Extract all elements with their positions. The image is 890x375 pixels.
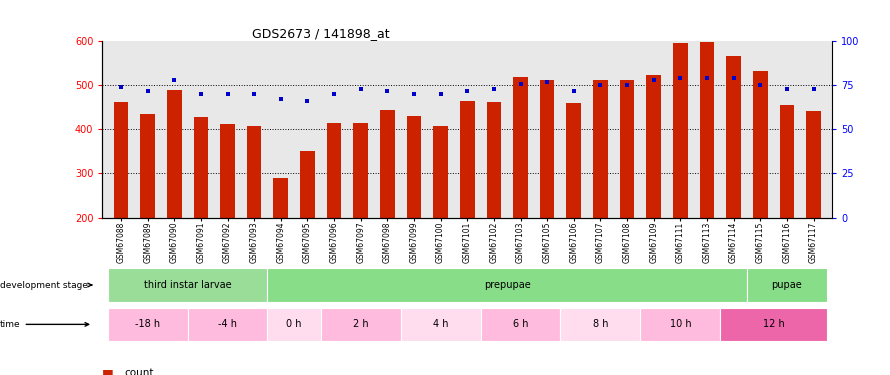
- Bar: [407, 116, 421, 218]
- Bar: [726, 56, 741, 217]
- Text: 4 h: 4 h: [433, 320, 449, 329]
- Bar: [108, 268, 268, 302]
- Bar: [487, 102, 501, 218]
- Bar: [780, 105, 794, 218]
- Bar: [619, 80, 635, 218]
- Bar: [320, 308, 400, 341]
- Bar: [641, 308, 720, 341]
- Text: 10 h: 10 h: [669, 320, 692, 329]
- Bar: [400, 308, 481, 341]
- Bar: [566, 103, 581, 218]
- Text: 8 h: 8 h: [593, 320, 608, 329]
- Bar: [593, 80, 608, 218]
- Bar: [188, 308, 268, 341]
- Bar: [167, 90, 182, 218]
- Bar: [561, 308, 641, 341]
- Bar: [353, 123, 368, 218]
- Bar: [540, 80, 554, 218]
- Text: development stage: development stage: [0, 280, 92, 290]
- Text: 12 h: 12 h: [763, 320, 784, 329]
- Bar: [720, 308, 827, 341]
- Bar: [327, 123, 342, 218]
- Bar: [108, 308, 188, 341]
- Bar: [141, 114, 155, 218]
- Bar: [753, 71, 767, 217]
- Text: time: time: [0, 320, 89, 329]
- Bar: [460, 101, 474, 217]
- Text: pupae: pupae: [772, 280, 802, 290]
- Bar: [114, 102, 128, 218]
- Text: prepupae: prepupae: [484, 280, 530, 290]
- Text: 2 h: 2 h: [353, 320, 368, 329]
- Bar: [806, 111, 821, 218]
- Bar: [673, 43, 688, 218]
- Bar: [646, 75, 661, 217]
- Bar: [268, 308, 320, 341]
- Bar: [481, 308, 561, 341]
- Bar: [273, 178, 288, 218]
- Bar: [700, 42, 715, 218]
- Text: 6 h: 6 h: [513, 320, 529, 329]
- Text: -4 h: -4 h: [218, 320, 237, 329]
- Bar: [300, 152, 315, 217]
- Bar: [380, 110, 394, 218]
- Bar: [433, 126, 448, 218]
- Bar: [247, 126, 262, 218]
- Text: ■: ■: [102, 367, 114, 375]
- Text: -18 h: -18 h: [135, 320, 160, 329]
- Title: GDS2673 / 141898_at: GDS2673 / 141898_at: [253, 27, 390, 40]
- Text: 0 h: 0 h: [287, 320, 302, 329]
- Bar: [747, 268, 827, 302]
- Bar: [514, 77, 528, 218]
- Text: third instar larvae: third instar larvae: [144, 280, 231, 290]
- Text: count: count: [125, 368, 154, 375]
- Bar: [220, 124, 235, 218]
- Bar: [268, 268, 747, 302]
- Bar: [194, 117, 208, 218]
